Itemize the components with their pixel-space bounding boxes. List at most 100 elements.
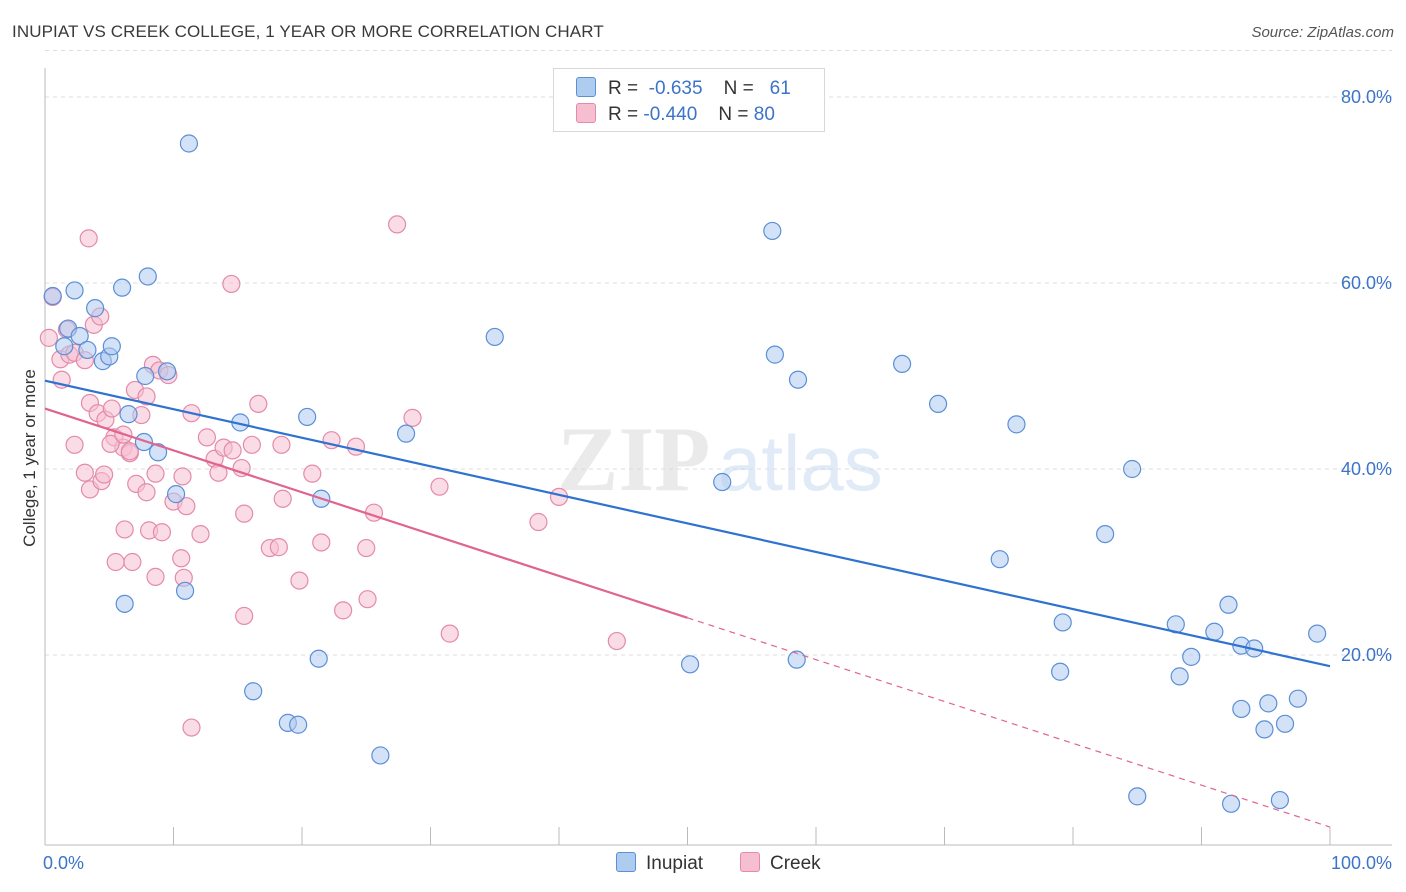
inupiat-point: [763, 221, 782, 241]
y-tick-label: 40.0%: [1341, 459, 1392, 479]
creek-point: [346, 437, 366, 456]
creek-point: [357, 538, 376, 558]
inupiat-point: [680, 655, 700, 674]
inupiat-swatch: [576, 77, 596, 97]
bottom-legend-creek: Creek: [740, 852, 821, 875]
inupiat-point: [134, 432, 154, 452]
inupiat-point: [244, 682, 263, 701]
inupiat-point: [70, 326, 89, 346]
inupiat-point: [1259, 694, 1278, 713]
inupiat-point: [102, 337, 121, 356]
creek-point: [146, 567, 165, 586]
legend-n-value: 80: [753, 104, 775, 125]
creek-point: [358, 590, 377, 609]
inupiat-point: [1182, 647, 1201, 666]
trend-lines: [44, 379, 1331, 828]
creek-trend-line-extension: [687, 617, 1331, 828]
creek-point: [440, 624, 459, 643]
creek-point: [115, 520, 134, 539]
creek-point: [312, 533, 331, 552]
creek-point: [39, 328, 58, 347]
legend-n-label: N =: [718, 104, 749, 125]
creek-point: [123, 552, 142, 572]
inupiat-point: [892, 354, 912, 374]
watermark-atlas: atlas: [718, 419, 883, 507]
chart-source: Source: ZipAtlas.com: [1251, 24, 1394, 41]
inupiat-point: [485, 327, 504, 347]
creek-trend-line: [44, 407, 688, 619]
creek-point: [101, 434, 120, 453]
bottom-legend-inupiat: Inupiat: [616, 852, 703, 875]
legend-r-value: -0.440: [643, 104, 698, 125]
creek-swatch: [740, 852, 760, 872]
inupiat-point: [371, 746, 390, 765]
creek-point: [222, 274, 241, 294]
inupiat-point: [166, 485, 186, 504]
inupiat-point: [1288, 689, 1307, 708]
creek-point: [102, 399, 121, 418]
grid-lines: [45, 50, 1392, 656]
inupiat-point: [1096, 524, 1115, 544]
creek-point: [242, 435, 261, 454]
inupiat-point: [928, 394, 948, 413]
legend-r-label: R =: [608, 78, 639, 99]
creek-point: [152, 523, 172, 542]
inupiat-point: [1232, 699, 1251, 719]
legend-row-inupiat: R = -0.635 N = 61: [576, 77, 791, 99]
inupiat-point: [990, 550, 1009, 569]
inupiat-point: [787, 650, 806, 669]
inupiat-point: [86, 299, 105, 318]
inupiat-point: [713, 472, 732, 492]
inupiat-point: [765, 345, 784, 364]
inupiat-point: [788, 370, 808, 389]
legend-row-creek: R = -0.440 N = 80: [576, 103, 775, 125]
inupiat-point: [175, 581, 195, 600]
inupiat-swatch: [616, 852, 636, 872]
creek-point: [146, 464, 165, 483]
x-tick-label-max: 100.0%: [1331, 853, 1392, 873]
inupiat-point: [148, 443, 168, 462]
creek-point: [303, 464, 322, 483]
inupiat-point: [289, 715, 308, 734]
inupiat-point: [1007, 415, 1026, 434]
creek-point: [79, 229, 98, 248]
creek-point: [290, 571, 309, 590]
creek-point: [120, 442, 139, 461]
y-tick-label: 80.0%: [1341, 87, 1392, 107]
creek-point: [191, 524, 210, 544]
inupiat-point: [115, 594, 134, 613]
inupiat-point: [43, 286, 62, 306]
legend-r-value: -0.635: [648, 78, 703, 99]
inupiat-point: [309, 649, 328, 668]
creek-point: [172, 549, 191, 568]
inupiat-point: [65, 281, 84, 300]
creek-point: [529, 512, 548, 532]
inupiat-point: [138, 267, 157, 286]
inupiat-point: [1170, 667, 1189, 686]
inupiat-point: [119, 405, 138, 424]
inupiat-trend-line: [44, 379, 1331, 668]
creek-point: [272, 435, 291, 454]
inupiat-point: [1221, 794, 1241, 813]
tick-labels: 20.0% 40.0% 60.0% 80.0% 0.0% 100.0%: [43, 87, 1392, 873]
creek-point: [403, 408, 422, 427]
creek-point: [249, 394, 268, 413]
inupiat-point: [55, 337, 74, 356]
y-tick-label: 60.0%: [1341, 273, 1392, 293]
creek-point: [197, 428, 217, 447]
inupiat-point: [112, 278, 132, 297]
creek-point: [75, 463, 94, 482]
inupiat-point: [1053, 613, 1072, 632]
series-name-inupiat: Inupiat: [646, 853, 704, 874]
inupiat-point: [1051, 662, 1070, 681]
legend-r-label: R =: [608, 104, 639, 125]
creek-point: [173, 467, 192, 486]
inupiat-point: [179, 134, 199, 153]
inupiat-point: [136, 366, 155, 386]
inupiat-point: [78, 340, 97, 360]
creek-point: [430, 477, 449, 496]
inupiat-point: [1205, 622, 1224, 641]
watermark: ZIP atlas: [557, 408, 883, 510]
inupiat-point: [396, 424, 416, 443]
creek-point: [387, 215, 407, 234]
